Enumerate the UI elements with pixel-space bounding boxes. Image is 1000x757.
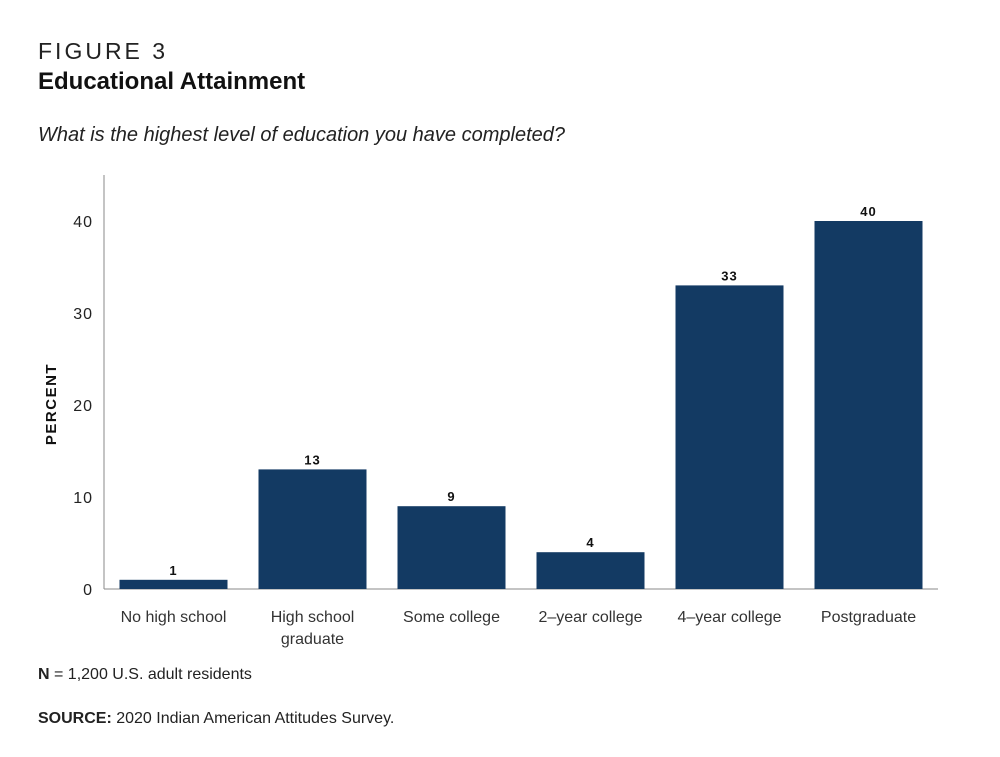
bar bbox=[119, 579, 228, 589]
x-tick-label: Postgraduate bbox=[821, 609, 916, 626]
source-note: SOURCE: 2020 Indian American Attitudes S… bbox=[38, 710, 394, 728]
sample-size-text: = 1,200 U.S. adult residents bbox=[49, 666, 252, 683]
bar bbox=[675, 285, 784, 589]
bar bbox=[397, 506, 506, 589]
y-tick-label: 0 bbox=[83, 582, 93, 599]
figure-label: FIGURE 3 bbox=[38, 38, 169, 64]
y-tick-label: 20 bbox=[73, 398, 93, 415]
x-tick-label: Some college bbox=[403, 609, 500, 626]
x-tick-label: 2–year college bbox=[538, 609, 642, 626]
x-tick-label: High school bbox=[271, 609, 355, 626]
data-label: 13 bbox=[304, 452, 320, 467]
data-label: 40 bbox=[860, 204, 876, 219]
y-axis-title: PERCENT bbox=[43, 363, 60, 445]
data-label: 1 bbox=[169, 563, 177, 578]
chart-subtitle: What is the highest level of education y… bbox=[38, 124, 565, 146]
data-label: 4 bbox=[586, 535, 594, 550]
sample-size-label: N bbox=[38, 666, 50, 683]
bar bbox=[536, 552, 645, 589]
y-tick-label: 30 bbox=[73, 306, 93, 323]
x-tick-label: 4–year college bbox=[677, 609, 781, 626]
data-label: 33 bbox=[721, 268, 737, 283]
y-tick-label: 10 bbox=[73, 490, 93, 507]
x-tick-label: No high school bbox=[121, 609, 227, 626]
sample-size-note: N = 1,200 U.S. adult residents bbox=[38, 666, 252, 684]
data-label: 9 bbox=[447, 489, 455, 504]
x-tick-label: graduate bbox=[281, 631, 344, 648]
bar bbox=[814, 221, 923, 589]
source-text: 2020 Indian American Attitudes Survey. bbox=[111, 710, 395, 727]
source-label: SOURCE: bbox=[38, 710, 112, 727]
figure-title: Educational Attainment bbox=[38, 68, 306, 95]
y-tick-label: 40 bbox=[73, 214, 93, 231]
bar bbox=[258, 469, 367, 589]
